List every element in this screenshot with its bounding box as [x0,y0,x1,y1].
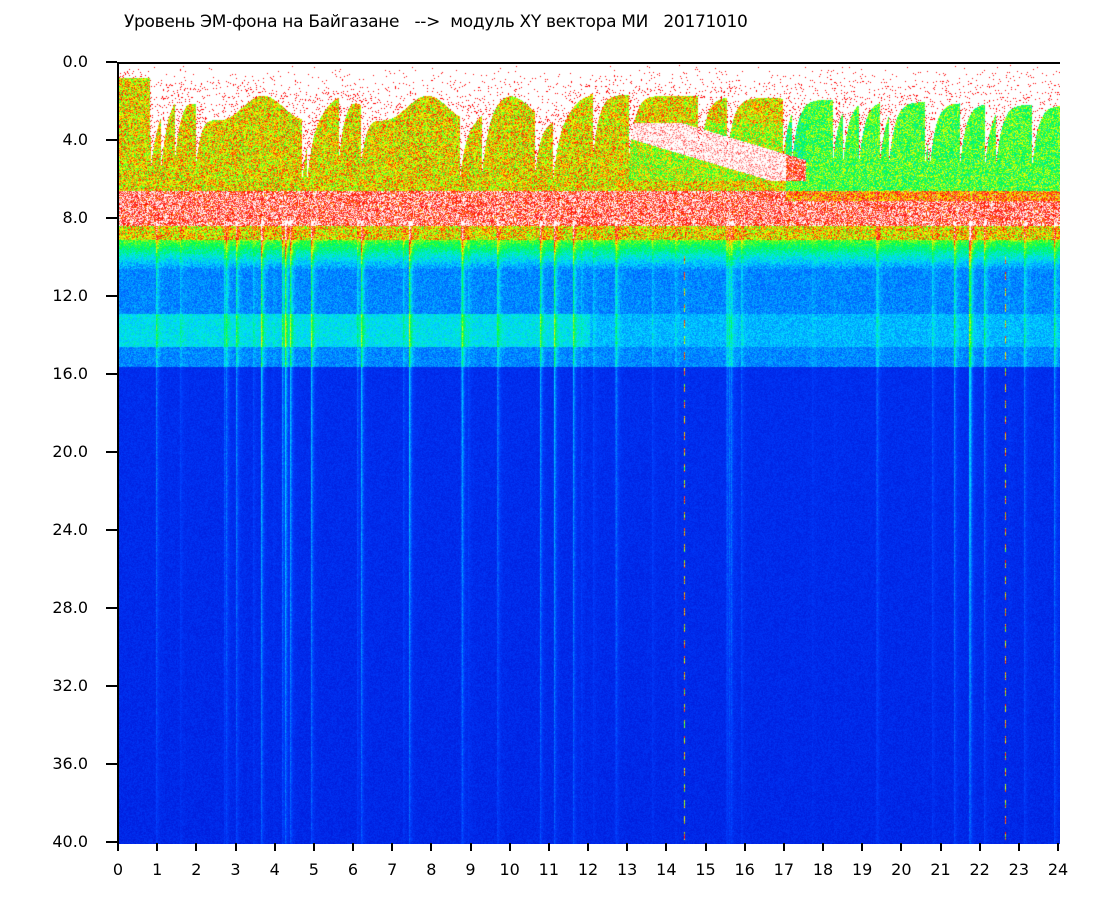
x-tick-label: 2 [191,860,202,879]
x-tick-label: 11 [538,860,559,879]
x-tick-label: 16 [734,860,755,879]
x-tick-mark [1017,843,1020,851]
spectrogram-plot-area [117,62,1060,844]
x-tick-mark [312,843,315,851]
x-tick-label: 22 [969,860,990,879]
y-tick-mark [106,607,117,609]
y-tick-label: 24.0 [52,520,88,539]
x-tick-label: 19 [851,860,873,879]
y-tick-mark [106,763,117,765]
x-tick-mark [547,843,550,851]
x-tick-mark [704,843,707,851]
x-tick-label: 10 [499,860,520,879]
x-tick-label: 14 [656,860,677,879]
y-tick-mark [106,139,117,141]
x-tick-label: 9 [465,860,476,879]
x-tick-label: 24 [1047,860,1069,879]
x-tick-label: 3 [230,860,241,879]
x-tick-label: 15 [695,860,716,879]
y-tick-label: 8.0 [62,208,88,227]
x-tick-label: 13 [616,860,638,879]
y-tick-label: 40.0 [52,832,88,851]
y-tick-mark [106,451,117,453]
x-tick-mark [430,843,433,851]
x-tick-mark [822,843,824,851]
y-tick-mark [106,217,117,219]
x-tick-label: 17 [773,860,794,879]
y-tick-label: 28.0 [52,598,88,617]
x-tick-mark [900,843,903,851]
y-tick-label: 36.0 [52,754,88,773]
x-tick-mark [117,843,119,851]
x-tick-mark [978,843,981,851]
x-tick-mark [587,843,589,851]
x-tick-mark [352,843,354,851]
x-tick-mark [234,843,237,851]
x-tick-label: 6 [347,860,359,879]
y-tick-mark [106,295,117,297]
x-tick-mark [1057,843,1059,851]
x-tick-label: 12 [577,860,599,879]
x-tick-mark [469,843,472,851]
x-tick-mark [273,843,276,851]
y-tick-mark [106,61,117,63]
x-tick-mark [508,843,511,851]
x-tick-mark [743,843,746,851]
x-tick-label: 20 [891,860,912,879]
x-tick-mark [939,843,942,851]
x-tick-mark [391,843,394,851]
y-tick-label: 4.0 [62,130,88,149]
y-tick-label: 16.0 [52,364,88,383]
x-tick-label: 8 [426,860,437,879]
y-tick-mark [106,529,117,531]
y-tick-label: 12.0 [52,286,88,305]
y-tick-label: 20.0 [52,442,88,461]
x-tick-mark [195,843,198,851]
x-tick-mark [626,843,629,851]
x-tick-mark [156,843,159,851]
x-tick-label: 1 [152,860,163,879]
x-tick-label: 23 [1008,860,1029,879]
y-tick-mark [106,841,117,843]
y-tick-label: 0.0 [62,52,88,71]
x-tick-label: 18 [812,860,834,879]
y-tick-mark [106,373,117,375]
x-tick-mark [861,843,864,851]
y-tick-mark [106,685,117,687]
y-tick-label: 32.0 [52,676,88,695]
x-tick-label: 7 [387,860,398,879]
x-tick-mark [665,843,668,851]
x-tick-label: 5 [308,860,319,879]
spectrogram-heatmap [119,64,1060,844]
x-tick-mark [782,843,785,851]
x-tick-label: 4 [269,860,280,879]
chart-title: Уровень ЭМ-фона на Байгазане --> модуль … [124,12,748,32]
x-tick-label: 0 [112,860,124,879]
x-tick-label: 21 [930,860,951,879]
